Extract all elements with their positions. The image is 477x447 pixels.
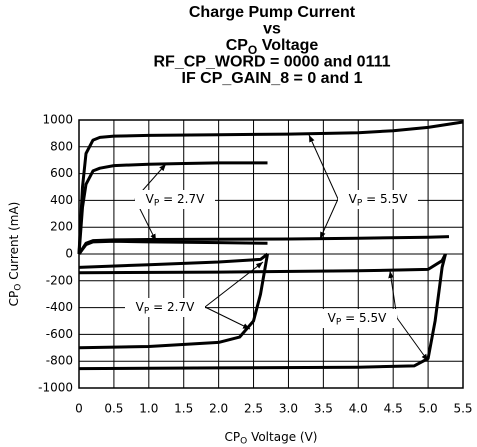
y-tick-label: -400 [46,300,73,314]
annotation-arrow [308,134,339,200]
x-tick-label: 3.0 [279,402,298,416]
x-tick-label: 0.5 [104,402,123,416]
annotation-box [317,309,397,328]
y-tick-label: 200 [50,220,73,234]
x-tick-label: 5.5 [453,402,472,416]
x-tick-label: 1.5 [174,402,193,416]
annotation-sub: P [154,198,160,208]
annotation-sub: P [336,317,342,327]
y-axis-label: CPO Current (mA) [7,202,24,307]
y-tick-label: -600 [46,327,73,341]
annotation-box [135,190,215,209]
annotation-box [338,190,418,209]
annotation-rest: = 5.5V [341,311,387,325]
x-tick-label: 2.5 [244,402,263,416]
y-tick-label: 600 [50,166,73,180]
x-tick-label: 3.5 [314,402,333,416]
annotation: VP = 5.5V [349,192,408,209]
annotation-rest: = 2.7V [159,192,205,206]
x-axis-label-rest: Voltage (V) [247,430,317,444]
x-tick-label: 4.5 [384,402,403,416]
annotation-main: V [146,192,155,206]
annotation: VP = 5.5V [328,311,387,328]
chart-title: CPO Voltage [226,37,319,57]
annotation-main: V [349,192,358,206]
annotation-rest: = 2.7V [149,300,195,314]
x-tick-label: 5.0 [419,402,438,416]
annotation-sub: P [144,306,150,316]
curve [78,252,269,269]
annotation-main: V [328,311,337,325]
annotation-arrow [204,306,251,330]
chart-title-sub: O [248,43,257,57]
chart-title: RF_CP_WORD = 0000 and 0111 [154,54,391,71]
chart-title: Charge Pump Current [189,4,356,21]
chart-title-main: CP [226,37,249,54]
annotation-rest: = 5.5V [362,192,408,206]
chart-title: vs [263,21,281,38]
curve [77,120,464,255]
curve [78,253,269,350]
curve [77,161,268,255]
chart-title: IF CP_GAIN_8 = 0 and 1 [182,70,363,87]
y-tick-label: 0 [65,247,73,261]
annotation-sub: P [357,198,363,208]
y-tick-label: -800 [46,354,73,368]
annotation-box [125,298,205,317]
x-axis-label-main: CP [225,430,241,444]
y-axis-label-sub: O [13,284,23,291]
x-axis-label-sub: O [240,436,247,446]
y-tick-label: 800 [50,139,73,153]
annotation: VP = 2.7V [146,192,205,209]
chart-title-rest: Voltage [257,37,318,54]
y-tick-label: -200 [46,273,73,287]
x-tick-label: 1.0 [139,402,158,416]
annotation-main: V [136,300,145,314]
annotation-arrow [319,198,339,240]
y-axis-label-main: CP [7,291,21,307]
x-tick-label: 4.0 [349,402,368,416]
x-tick-label: 2.0 [209,402,228,416]
y-tick-label: -1000 [38,381,73,395]
y-axis-label-rest: Current (mA) [7,202,21,284]
y-tick-label: 1000 [42,113,73,127]
annotation-arrow [396,317,429,362]
x-tick-label: 0 [75,402,83,416]
curve [77,239,268,255]
annotation-arrow [204,261,264,308]
y-tick-label: 400 [50,193,73,207]
curve [78,253,447,371]
annotation: VP = 2.7V [136,300,195,317]
x-axis-label: CPO Voltage (V) [225,430,318,447]
